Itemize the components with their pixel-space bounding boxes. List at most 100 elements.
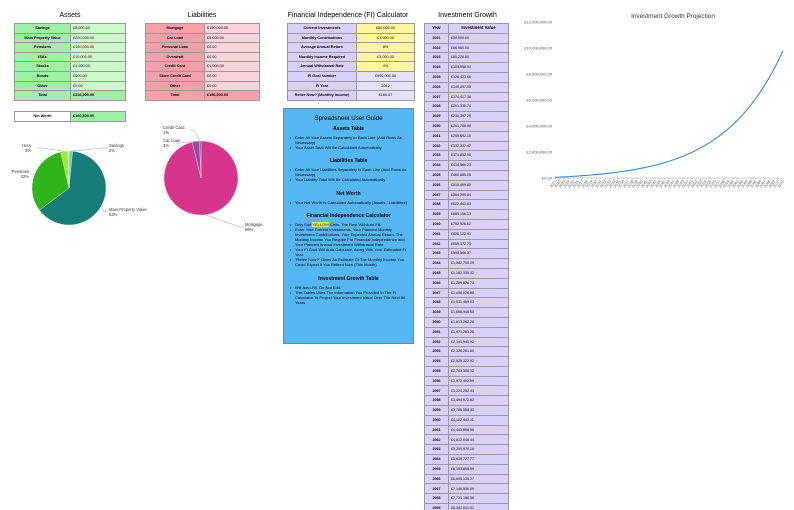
- growth-year[interactable]: 2029: [424, 111, 449, 122]
- asset-value[interactable]: £0.00: [70, 80, 126, 92]
- fi-label[interactable]: Monthly Contributions: [287, 32, 357, 44]
- growth-value[interactable]: £66,960.00: [448, 42, 509, 54]
- growth-value[interactable]: £2,525,322.52: [448, 356, 509, 367]
- growth-value[interactable]: £1,182,330.32: [448, 267, 509, 279]
- growth-value[interactable]: £752,928.62: [448, 218, 509, 230]
- growth-value[interactable]: £7,731,186.58: [448, 493, 509, 505]
- liability-label[interactable]: Credit Card: [145, 61, 205, 72]
- growth-value[interactable]: £460,685.05: [448, 169, 509, 181]
- growth-value[interactable]: £2,972,492.99: [448, 375, 509, 387]
- growth-value[interactable]: £85,276.80: [448, 52, 509, 64]
- growth-value[interactable]: £1,289,876.74: [448, 277, 509, 289]
- growth-year[interactable]: 2062: [424, 434, 449, 446]
- growth-year[interactable]: 2068: [424, 493, 449, 505]
- liability-value[interactable]: £150,000.00: [204, 23, 260, 34]
- asset-value[interactable]: £5,000.00: [70, 23, 126, 34]
- liability-value[interactable]: £1,000.00: [204, 61, 260, 72]
- growth-year[interactable]: 2065: [424, 463, 449, 475]
- liabilities-total-value[interactable]: £156,000.00: [204, 90, 260, 101]
- liability-label[interactable]: Overdraft: [145, 51, 205, 63]
- growth-value[interactable]: £1,971,283.26: [448, 326, 509, 338]
- growth-year[interactable]: 2033: [424, 150, 449, 162]
- asset-label[interactable]: Savings: [14, 23, 71, 34]
- growth-year[interactable]: 2054: [424, 356, 449, 367]
- fi-label[interactable]: Average Annual Return: [287, 42, 357, 53]
- growth-value[interactable]: £3,223,252.43: [448, 385, 509, 397]
- growth-year[interactable]: 2043: [424, 248, 449, 260]
- liability-label[interactable]: Personal Loan: [145, 42, 205, 53]
- fi-label[interactable]: Annual Withdrawal Rate: [287, 61, 357, 72]
- growth-value[interactable]: £6,605,135.27: [448, 473, 509, 485]
- growth-year[interactable]: 2055: [424, 365, 449, 377]
- growth-value[interactable]: £149,497.55: [448, 81, 509, 93]
- liability-value[interactable]: £5,000.00: [204, 32, 260, 44]
- fi-value[interactable]: £1,000.00: [356, 32, 415, 44]
- liability-label[interactable]: Store Credit Card: [145, 70, 205, 82]
- asset-value[interactable]: £200,000.00: [70, 32, 126, 44]
- growth-year[interactable]: 2035: [424, 169, 449, 181]
- growth-value[interactable]: £332,307.47: [448, 140, 509, 152]
- asset-label[interactable]: Pensions: [14, 42, 71, 53]
- growth-value[interactable]: £1,406,026.88: [448, 287, 509, 299]
- growth-value[interactable]: £5,639,727.77: [448, 454, 509, 465]
- asset-value[interactable]: £10,000.00: [70, 51, 126, 63]
- asset-label[interactable]: Main Property Value: [14, 32, 71, 44]
- asset-label[interactable]: Stocks: [14, 61, 71, 72]
- growth-value[interactable]: £4,443,598.56: [448, 424, 509, 436]
- growth-year[interactable]: 2034: [424, 160, 449, 171]
- growth-value[interactable]: £990,546.57: [448, 248, 509, 260]
- growth-year[interactable]: 2064: [424, 454, 449, 465]
- growth-year[interactable]: 2048: [424, 297, 449, 309]
- asset-label[interactable]: ISAs: [14, 51, 71, 63]
- growth-year[interactable]: 2052: [424, 336, 449, 348]
- growth-year[interactable]: 2045: [424, 267, 449, 279]
- growth-year[interactable]: 2047: [424, 287, 449, 299]
- growth-value[interactable]: £5,209,970.16: [448, 444, 509, 456]
- growth-value[interactable]: £6,103,865.99: [448, 463, 509, 475]
- growth-value[interactable]: £174,417.36: [448, 91, 509, 103]
- liability-value[interactable]: £0.00: [204, 51, 260, 63]
- growth-value[interactable]: £295,692.10: [448, 130, 509, 142]
- fi-label[interactable]: Current Investments: [287, 23, 357, 34]
- liabilities-total-label[interactable]: Total: [145, 90, 205, 101]
- growth-value[interactable]: £4,812,046.44: [448, 434, 509, 446]
- fi-value[interactable]: 2042: [356, 80, 415, 92]
- growth-value[interactable]: £2,326,261.60: [448, 346, 509, 358]
- growth-year[interactable]: 2067: [424, 483, 449, 495]
- growth-value[interactable]: £2,740,308.32: [448, 365, 509, 377]
- growth-value[interactable]: £622,403.83: [448, 199, 509, 211]
- asset-label[interactable]: Bonds: [14, 70, 71, 82]
- growth-year[interactable]: 2028: [424, 101, 449, 113]
- growth-year[interactable]: 2041: [424, 228, 449, 240]
- growth-value[interactable]: £2,141,945.92: [448, 336, 509, 348]
- growth-value[interactable]: £1,666,946.55: [448, 307, 509, 318]
- fi-value[interactable]: £900,000.00: [356, 70, 415, 82]
- asset-label[interactable]: Other: [14, 80, 71, 92]
- growth-year[interactable]: 2030: [424, 120, 449, 132]
- growth-year[interactable]: 2025: [424, 71, 449, 83]
- growth-year[interactable]: 2057: [424, 385, 449, 397]
- growth-year[interactable]: 2053: [424, 346, 449, 358]
- growth-year[interactable]: 2050: [424, 316, 449, 328]
- assets-total-label[interactable]: Total: [14, 90, 71, 101]
- growth-value[interactable]: £1,813,262.28: [448, 316, 509, 328]
- fi-label[interactable]: Monthly Income Required: [287, 51, 357, 63]
- growth-year[interactable]: 2039: [424, 209, 449, 220]
- net-worth-value[interactable]: £160,500.00: [70, 111, 126, 122]
- growth-year[interactable]: 2036: [424, 179, 449, 191]
- growth-year[interactable]: 2066: [424, 473, 449, 485]
- fi-value[interactable]: £166.67: [356, 90, 415, 101]
- growth-value[interactable]: £510,499.85: [448, 179, 509, 191]
- growth-value[interactable]: £126,423.66: [448, 71, 509, 83]
- assets-total-value[interactable]: £316,500.00: [70, 90, 126, 101]
- liability-label[interactable]: Mortgage: [145, 23, 205, 34]
- growth-year[interactable]: 2069: [424, 503, 449, 510]
- growth-value[interactable]: £261,788.98: [448, 120, 509, 132]
- growth-value[interactable]: £1,531,469.03: [448, 297, 509, 309]
- growth-year[interactable]: 2038: [424, 199, 449, 211]
- growth-year[interactable]: 2058: [424, 395, 449, 407]
- growth-year[interactable]: 2021: [424, 32, 449, 44]
- growth-value-header[interactable]: Investment Value: [448, 23, 509, 34]
- growth-year[interactable]: 2049: [424, 307, 449, 318]
- growth-year[interactable]: 2024: [424, 62, 449, 73]
